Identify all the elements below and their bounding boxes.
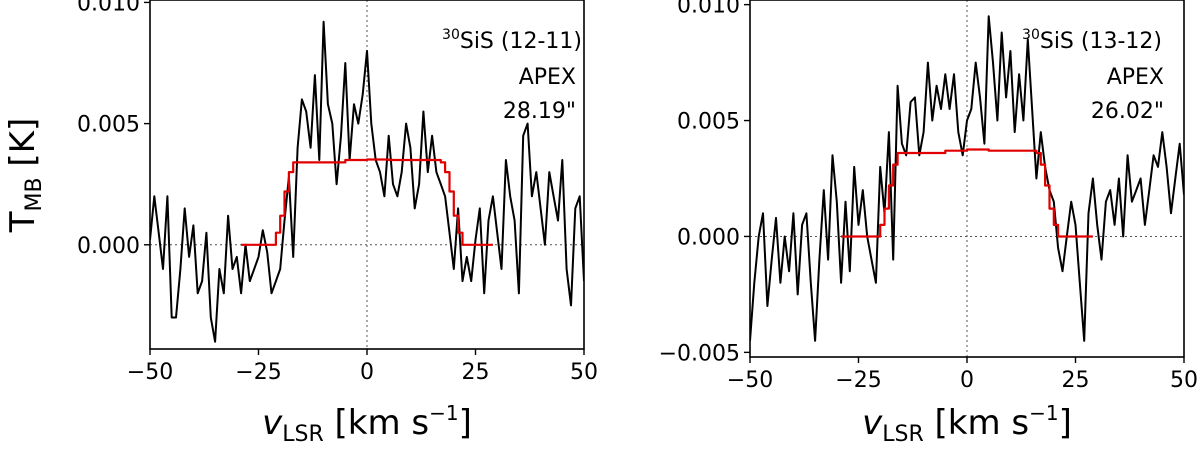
- spectrum-panel-sis-13-12: −50 −25 0 25 50 −0.005 0.000 0.005 0.010 30SiS …: [659, 0, 1198, 447]
- x-tick-label: 0: [960, 368, 974, 393]
- line-label: 30SiS (12-11): [442, 27, 582, 54]
- y-ticks: 0.000 0.005 0.010: [77, 0, 150, 259]
- beam-label: 28.19": [503, 99, 576, 124]
- x-tick-label: 50: [1170, 368, 1198, 393]
- y-tick-label: 0.005: [677, 110, 740, 135]
- spectrum-line: [750, 15, 1184, 342]
- x-ticks: −50 −25 0 25 50: [727, 357, 1198, 393]
- y-tick-label: 0.000: [77, 234, 140, 259]
- x-ticks: −50 −25 0 25 50: [127, 349, 598, 385]
- y-ticks: −0.005 0.000 0.005 0.010: [659, 0, 750, 366]
- x-tick-label: −50: [127, 360, 173, 385]
- x-tick-label: −50: [727, 368, 773, 393]
- beam-label: 26.02": [1091, 99, 1164, 124]
- y-tick-label: −0.005: [659, 341, 740, 366]
- x-tick-label: −25: [835, 368, 881, 393]
- model-fit-line: [841, 148, 1093, 238]
- y-tick-label: 0.010: [677, 0, 740, 19]
- series-group: [750, 15, 1184, 342]
- model-fit-line: [241, 158, 493, 246]
- line-label: 30SiS (13-12): [1022, 27, 1162, 54]
- x-tick-label: 25: [1062, 368, 1090, 393]
- x-tick-label: 25: [462, 360, 490, 385]
- telescope-label: APEX: [519, 65, 576, 90]
- x-tick-label: −25: [235, 360, 281, 385]
- series-group: [150, 20, 584, 343]
- x-tick-label: 50: [570, 360, 598, 385]
- x-axis-label: vLSR [km s−1]: [862, 401, 1072, 447]
- x-tick-label: 0: [360, 360, 374, 385]
- spectrum-line: [150, 20, 584, 343]
- x-axis-label: vLSR [km s−1]: [262, 401, 472, 447]
- telescope-label: APEX: [1107, 65, 1164, 90]
- y-tick-label: 0.005: [77, 113, 140, 138]
- y-tick-label: 0.010: [77, 0, 140, 16]
- y-tick-label: 0.000: [677, 225, 740, 250]
- spectrum-panel-sis-12-11: −50 −25 0 25 50 0.000 0.005 0.010 30SiS (12-11…: [3, 0, 598, 447]
- y-axis-label: TMB [K]: [3, 118, 47, 234]
